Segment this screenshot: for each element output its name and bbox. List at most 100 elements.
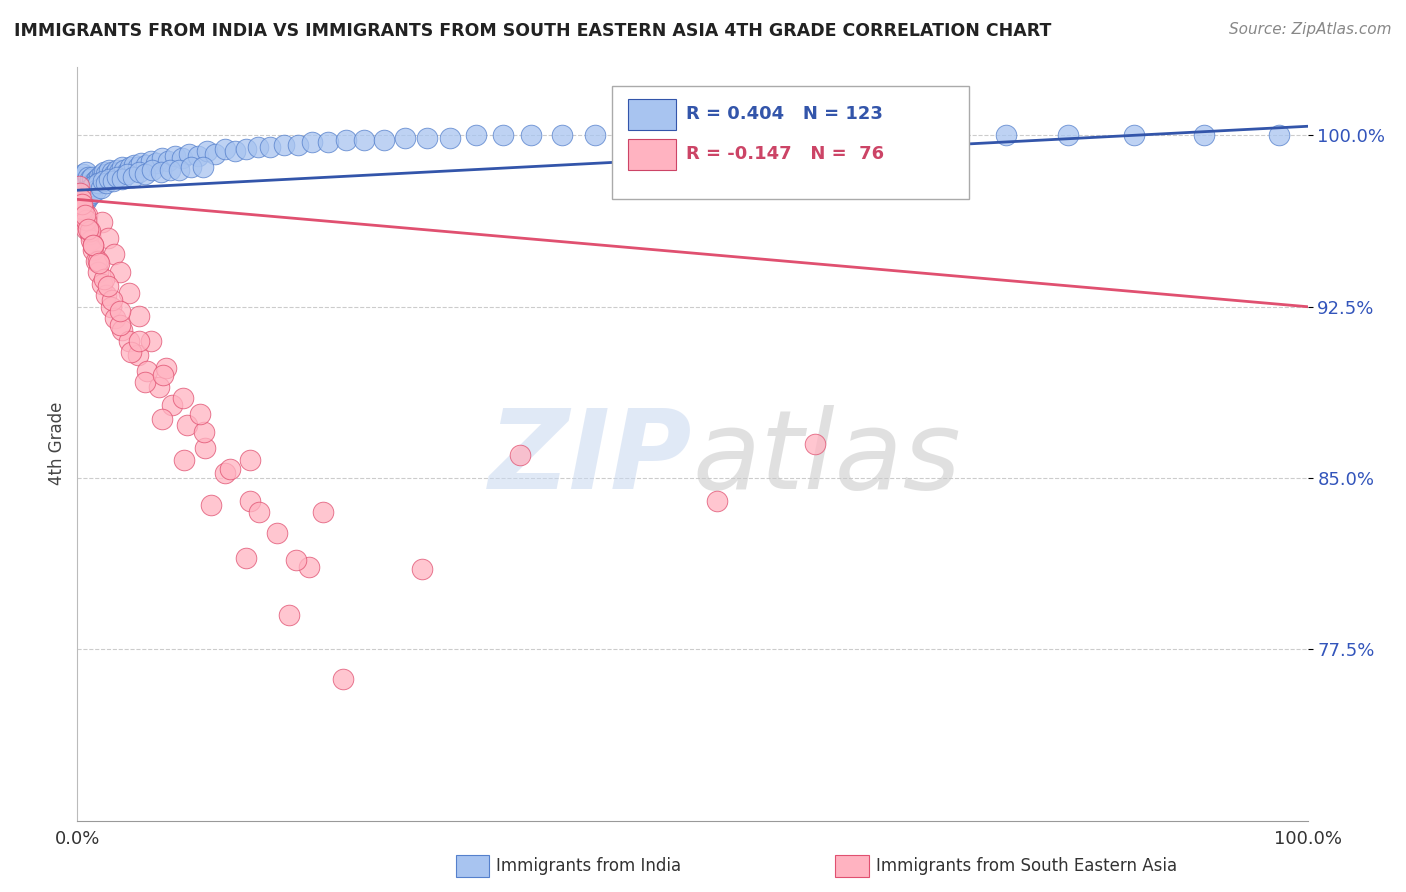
Point	[84, 254, 107, 268]
Point	[439, 130, 461, 145]
Point	[995, 128, 1018, 143]
Point	[204, 146, 226, 161]
FancyBboxPatch shape	[613, 86, 969, 199]
Point	[335, 133, 357, 147]
Point	[150, 151, 173, 165]
Point	[1123, 128, 1146, 143]
Point	[79, 224, 101, 238]
Point	[98, 171, 121, 186]
Point	[312, 505, 335, 519]
Point	[67, 178, 90, 193]
Point	[191, 161, 214, 175]
Point	[180, 161, 202, 175]
Text: R = 0.404   N = 123: R = 0.404 N = 123	[686, 105, 883, 123]
Point	[75, 165, 97, 179]
Point	[82, 178, 104, 193]
Point	[70, 202, 93, 216]
Point	[214, 467, 236, 481]
Point	[104, 311, 127, 326]
Point	[122, 158, 145, 172]
Point	[373, 133, 395, 147]
Point	[76, 190, 98, 204]
Point	[93, 165, 115, 179]
Point	[98, 162, 121, 177]
Point	[134, 375, 156, 389]
Point	[696, 128, 718, 143]
Point	[69, 186, 91, 200]
Point	[69, 186, 91, 200]
Point	[509, 448, 531, 462]
Point	[101, 174, 124, 188]
Point	[121, 345, 143, 359]
Point	[72, 202, 94, 216]
Point	[128, 165, 150, 179]
Point	[70, 194, 93, 209]
Point	[332, 672, 354, 686]
Point	[141, 334, 163, 348]
Point	[75, 222, 97, 236]
Point	[278, 608, 301, 623]
Point	[219, 462, 242, 476]
Point	[110, 304, 132, 318]
Point	[214, 142, 236, 156]
Point	[73, 174, 96, 188]
FancyBboxPatch shape	[628, 98, 676, 130]
Point	[353, 133, 375, 147]
Point	[111, 322, 132, 336]
Point	[287, 137, 309, 152]
Point	[936, 128, 959, 143]
Point	[105, 169, 128, 184]
Point	[411, 562, 433, 576]
Point	[141, 162, 163, 177]
Point	[110, 318, 132, 332]
Point	[103, 167, 125, 181]
Point	[69, 208, 91, 222]
Point	[783, 128, 806, 143]
Point	[70, 169, 93, 184]
Point	[70, 171, 93, 186]
Point	[194, 442, 217, 456]
Point	[97, 169, 120, 184]
Point	[100, 300, 122, 314]
Point	[128, 334, 150, 348]
Point	[97, 279, 120, 293]
Point	[170, 151, 193, 165]
Point	[70, 202, 93, 216]
Point	[75, 186, 97, 200]
Point	[200, 499, 222, 513]
Point	[394, 130, 416, 145]
Point	[73, 194, 96, 209]
Point	[188, 407, 212, 421]
Point	[120, 161, 142, 175]
Point	[619, 128, 641, 143]
Point	[75, 177, 97, 191]
Point	[101, 293, 124, 307]
Point	[73, 187, 96, 202]
Point	[882, 128, 904, 143]
Point	[115, 167, 138, 181]
Point	[77, 186, 100, 200]
Point	[159, 162, 181, 177]
Point	[82, 169, 104, 184]
Point	[145, 156, 167, 170]
Point	[84, 183, 107, 197]
Point	[73, 215, 96, 229]
Point	[70, 183, 93, 197]
Point	[72, 208, 94, 222]
Point	[87, 265, 110, 279]
Point	[135, 158, 157, 172]
Point	[87, 174, 110, 188]
Point	[82, 238, 104, 252]
Point	[90, 181, 112, 195]
Point	[136, 364, 159, 378]
Point	[235, 551, 257, 566]
Point	[259, 140, 281, 154]
Point	[73, 208, 96, 222]
Point	[77, 222, 100, 236]
Point	[80, 234, 103, 248]
Point	[831, 128, 853, 143]
Point	[583, 128, 606, 143]
Point	[193, 425, 215, 440]
Text: Immigrants from India: Immigrants from India	[496, 857, 682, 875]
Point	[77, 183, 100, 197]
